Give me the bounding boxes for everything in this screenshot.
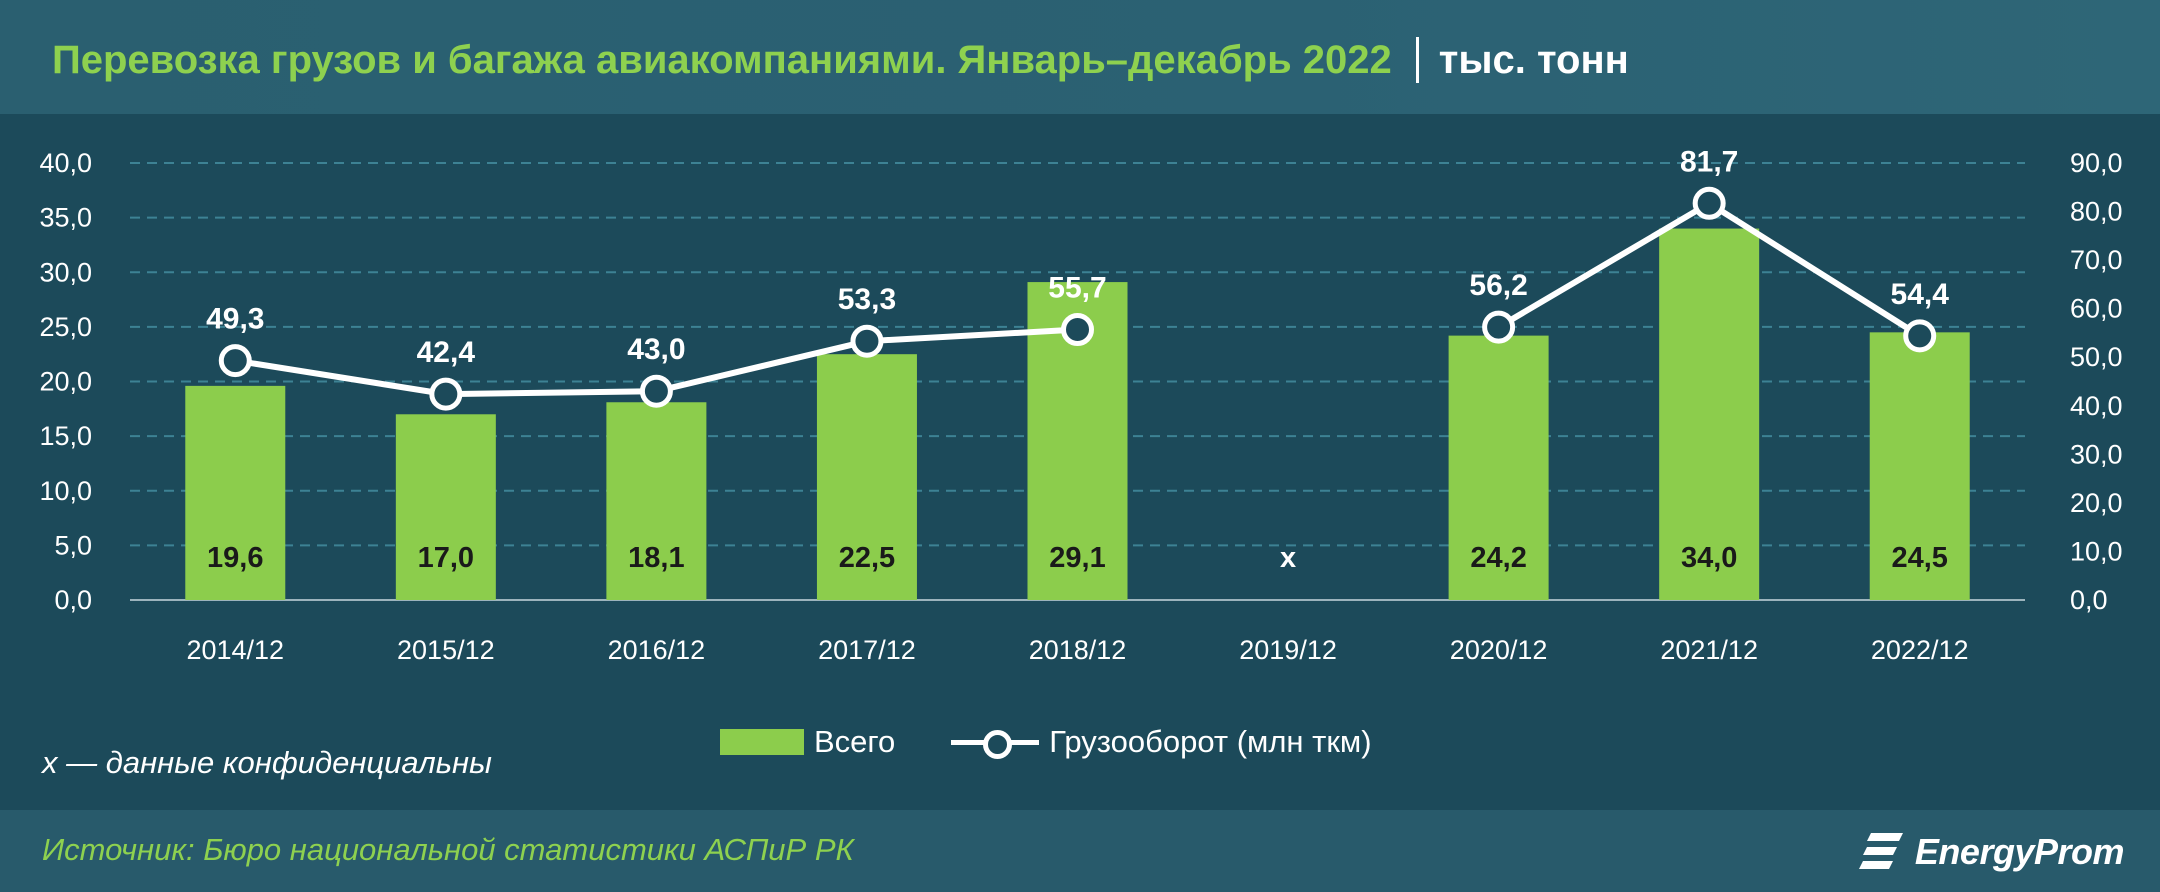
y-left-tick-label: 10,0 — [39, 476, 92, 506]
x-tick-label: 2019/12 — [1239, 635, 1337, 665]
bar-value-label: 18,1 — [628, 542, 684, 574]
line-value-label: 54,4 — [1891, 278, 1950, 311]
legend-bar-label: Всего — [814, 724, 896, 759]
bar-value-label: x — [1280, 542, 1296, 574]
y-right-tick-label: 40,0 — [2070, 391, 2123, 421]
combo-chart: 0,0 5,0 10,0 15,0 20,0 25,0 30,0 35,0 40,0 0,0 10,… — [39, 145, 2123, 665]
energyprom-logo-icon — [1858, 833, 1903, 869]
y-right-tick-label: 70,0 — [2070, 245, 2123, 275]
title-separator — [1415, 37, 1419, 83]
bar-value-label: 29,1 — [1049, 542, 1105, 574]
bar-value-label: 34,0 — [1681, 542, 1737, 574]
legend-line-swatch — [951, 727, 1040, 759]
line-point — [1482, 310, 1516, 344]
y-left-tick-label: 25,0 — [39, 312, 92, 342]
chart-area: 0,0 5,0 10,0 15,0 20,0 25,0 30,0 35,0 40,0 0,0 10,… — [0, 114, 2160, 810]
bar-value-label: 22,5 — [839, 542, 895, 574]
bar — [606, 402, 707, 600]
y-right-tick-label: 50,0 — [2070, 342, 2123, 372]
line-value-label: 81,7 — [1680, 145, 1738, 178]
x-tick-label: 2021/12 — [1660, 635, 1758, 665]
line-point — [850, 324, 884, 358]
y-left-tick-label: 35,0 — [39, 203, 92, 233]
x-tick-label: 2014/12 — [186, 635, 284, 665]
logo-text: EnergyProm — [1914, 831, 2125, 872]
x-tick-label: 2020/12 — [1450, 635, 1548, 665]
confidential-note: x — данные конфиденциальны — [42, 745, 492, 780]
y-left-tick-label: 40,0 — [39, 148, 92, 178]
bar — [816, 354, 917, 600]
x-tick-label: 2018/12 — [1029, 635, 1127, 665]
bar — [1659, 228, 1760, 601]
bar-value-label: 19,6 — [207, 542, 263, 574]
line-value-label: 49,3 — [206, 303, 264, 336]
header: Перевозка грузов и багажа авиакомпаниями… — [0, 0, 2160, 114]
y-left-tick-label: 0,0 — [54, 585, 92, 615]
source-text: Источник: Бюро национальной статистики А… — [42, 832, 854, 867]
legend-bar-swatch — [720, 729, 804, 755]
y-left-tick-label: 30,0 — [39, 257, 92, 287]
x-tick-label: 2015/12 — [397, 635, 495, 665]
line-value-label: 55,7 — [1048, 272, 1106, 305]
line-point — [639, 374, 673, 408]
bar-value-label: 24,2 — [1470, 542, 1526, 574]
brand-logo: EnergyProm — [1857, 824, 2125, 880]
y-right-tick-label: 0,0 — [2070, 585, 2108, 615]
line-value-label: 42,4 — [417, 336, 476, 369]
bar-value-label: 17,0 — [418, 542, 474, 574]
line-value-label: 43,0 — [627, 333, 685, 366]
y-left-tick-label: 5,0 — [54, 530, 92, 560]
chart-title: Перевозка грузов и багажа авиакомпаниями… — [52, 37, 1392, 82]
bar — [185, 385, 286, 600]
line-point — [218, 344, 252, 378]
y-left-tick-label: 20,0 — [39, 367, 92, 397]
y-right-tick-label: 90,0 — [2070, 148, 2123, 178]
y-right-tick-label: 30,0 — [2070, 439, 2123, 469]
legend: Всего Грузооборот (млн ткм) — [720, 722, 1372, 762]
bar — [395, 414, 496, 600]
unit-label: тыс. тонн — [1438, 37, 1629, 82]
y-left-tick-label: 15,0 — [39, 421, 92, 451]
bar — [1448, 335, 1549, 600]
line-value-label: 56,2 — [1469, 269, 1527, 302]
footer: Источник: Бюро национальной статистики А… — [0, 810, 2160, 892]
legend-line-label: Грузооборот (млн ткм) — [1049, 724, 1372, 759]
title-row: Перевозка грузов и багажа авиакомпаниями… — [52, 34, 1629, 86]
y-right-tick-label: 80,0 — [2070, 197, 2123, 227]
line-point — [1692, 186, 1726, 220]
bar — [1869, 332, 1970, 600]
line-point — [1061, 313, 1094, 347]
x-tick-label: 2022/12 — [1871, 635, 1969, 665]
line-value-label: 53,3 — [838, 283, 896, 316]
line-point — [1903, 319, 1937, 353]
x-tick-label: 2016/12 — [608, 635, 706, 665]
bar-value-label: 24,5 — [1891, 542, 1947, 574]
x-tick-label: 2017/12 — [818, 635, 916, 665]
y-right-tick-label: 10,0 — [2070, 536, 2123, 566]
y-right-tick-label: 60,0 — [2070, 294, 2123, 324]
y-right-tick-label: 20,0 — [2070, 488, 2123, 518]
line-point — [429, 377, 463, 411]
